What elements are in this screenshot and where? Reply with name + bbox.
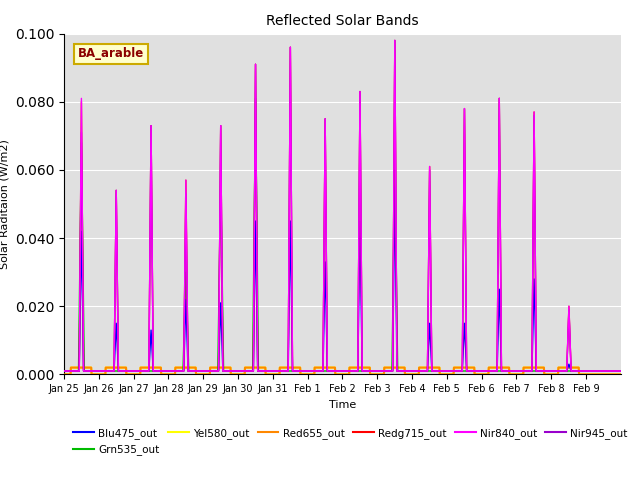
Redg715_out (556, 368, 563, 374)
Nir945_out (391, 37, 399, 43)
Line: Yel580_out: Yel580_out (64, 368, 621, 374)
Redg715_out (60, 368, 68, 374)
Red655_out (60, 372, 68, 377)
Nir945_out (147, 123, 155, 129)
Redg715_out (610, 368, 618, 374)
Line: Blu475_out: Blu475_out (64, 187, 621, 371)
Nir840_out (556, 368, 563, 374)
Line: Redg715_out: Redg715_out (64, 40, 621, 371)
Red655_out (610, 372, 618, 377)
Nir840_out (60, 368, 68, 374)
Nir945_out (610, 368, 618, 374)
Redg715_out (391, 37, 399, 43)
Redg715_out (474, 368, 482, 374)
Nir945_out (328, 368, 335, 374)
Grn535_out (617, 368, 625, 374)
Yel580_out (556, 365, 563, 371)
Yel580_out (60, 372, 68, 377)
Nir840_out (474, 368, 482, 374)
Blu475_out (391, 184, 399, 190)
Redg715_out (617, 368, 625, 374)
Line: Nir840_out: Nir840_out (64, 40, 621, 371)
Yel580_out (148, 365, 156, 371)
Grn535_out (317, 368, 325, 374)
Red655_out (474, 372, 482, 377)
Yel580_out (317, 365, 325, 371)
Blu475_out (147, 327, 155, 333)
Yel580_out (610, 372, 618, 377)
Y-axis label: Solar Raditaion (W/m2): Solar Raditaion (W/m2) (0, 139, 9, 269)
Redg715_out (147, 123, 155, 129)
Red655_out (317, 365, 325, 371)
Yel580_out (474, 372, 482, 377)
Line: Nir945_out: Nir945_out (64, 40, 621, 371)
Blu475_out (617, 368, 625, 374)
Yel580_out (328, 365, 336, 371)
Yel580_out (67, 365, 75, 371)
Blu475_out (474, 368, 482, 374)
Grn535_out (610, 368, 618, 374)
Nir840_out (610, 368, 618, 374)
Redg715_out (317, 368, 325, 374)
Grn535_out (328, 368, 336, 374)
Nir840_out (317, 368, 325, 374)
Redg715_out (328, 368, 335, 374)
Nir945_out (617, 368, 625, 374)
Blu475_out (556, 368, 563, 374)
Nir945_out (60, 368, 68, 374)
Grn535_out (147, 368, 155, 374)
Nir840_out (147, 123, 155, 129)
Blu475_out (317, 368, 325, 374)
Red655_out (148, 365, 156, 371)
Nir945_out (317, 368, 325, 374)
Yel580_out (617, 372, 625, 377)
Red655_out (328, 365, 336, 371)
Legend: Blu475_out, Grn535_out, Yel580_out, Red655_out, Redg715_out, Nir840_out, Nir945_: Blu475_out, Grn535_out, Yel580_out, Red6… (69, 424, 632, 459)
Title: Reflected Solar Bands: Reflected Solar Bands (266, 14, 419, 28)
Text: BA_arable: BA_arable (78, 48, 144, 60)
Grn535_out (60, 368, 68, 374)
Grn535_out (556, 368, 563, 374)
Blu475_out (60, 368, 68, 374)
Grn535_out (474, 368, 482, 374)
Nir945_out (474, 368, 482, 374)
Red655_out (67, 365, 75, 371)
Grn535_out (252, 96, 259, 101)
Nir840_out (328, 368, 335, 374)
Line: Red655_out: Red655_out (64, 368, 621, 374)
Nir840_out (391, 37, 399, 43)
Red655_out (617, 372, 625, 377)
Blu475_out (610, 368, 618, 374)
Line: Grn535_out: Grn535_out (64, 98, 621, 371)
Red655_out (556, 365, 563, 371)
X-axis label: Time: Time (329, 400, 356, 409)
Nir840_out (617, 368, 625, 374)
Blu475_out (328, 368, 335, 374)
Nir945_out (556, 368, 563, 374)
